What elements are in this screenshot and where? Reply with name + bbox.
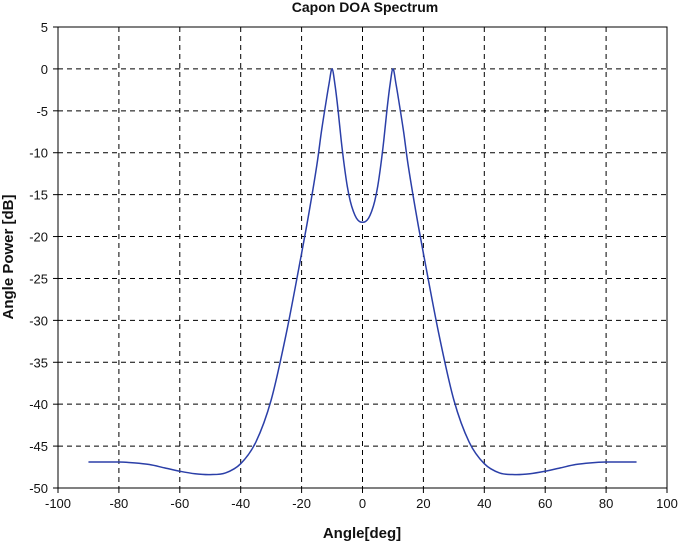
x-tick-label: 40 — [477, 496, 491, 511]
tick-layer: -100 -80 -60 -40 -20 0 20 40 60 80 100 5 0 -5 -10 -15 -2… — [29, 20, 678, 511]
x-tick-label: -80 — [110, 496, 129, 511]
x-tick-label: 20 — [416, 496, 430, 511]
y-tick-label: 5 — [41, 20, 48, 35]
y-tick-label: -35 — [29, 355, 48, 370]
y-tick-label: -10 — [29, 146, 48, 161]
x-tick-label: -60 — [170, 496, 189, 511]
spectrum-series-line — [88, 68, 637, 476]
x-tick-label: -100 — [45, 496, 71, 511]
x-axis-label: Angle[deg] — [323, 525, 401, 542]
x-tick-label: 60 — [538, 496, 552, 511]
plot-frame — [57, 26, 668, 489]
y-tick-label: -45 — [29, 439, 48, 454]
y-tick-label: 0 — [41, 62, 48, 77]
y-tick-label: -5 — [36, 104, 48, 119]
y-tick-label: -20 — [29, 230, 48, 245]
chart-title: Capon DOA Spectrum — [292, 0, 439, 15]
series-layer — [88, 68, 637, 476]
y-tick-label: -40 — [29, 397, 48, 412]
y-tick-label: -30 — [29, 313, 48, 328]
y-tick-label: -50 — [29, 481, 48, 496]
x-tick-label: 100 — [656, 496, 678, 511]
y-tick-label: -25 — [29, 271, 48, 286]
y-axis-label: Angle Power [dB] — [0, 194, 17, 319]
x-tick-label: -20 — [292, 496, 311, 511]
x-tick-label: 0 — [359, 496, 366, 511]
y-tick-label: -15 — [29, 188, 48, 203]
x-tick-label: 80 — [599, 496, 613, 511]
grid-layer — [58, 27, 667, 488]
x-tick-label: -40 — [231, 496, 250, 511]
